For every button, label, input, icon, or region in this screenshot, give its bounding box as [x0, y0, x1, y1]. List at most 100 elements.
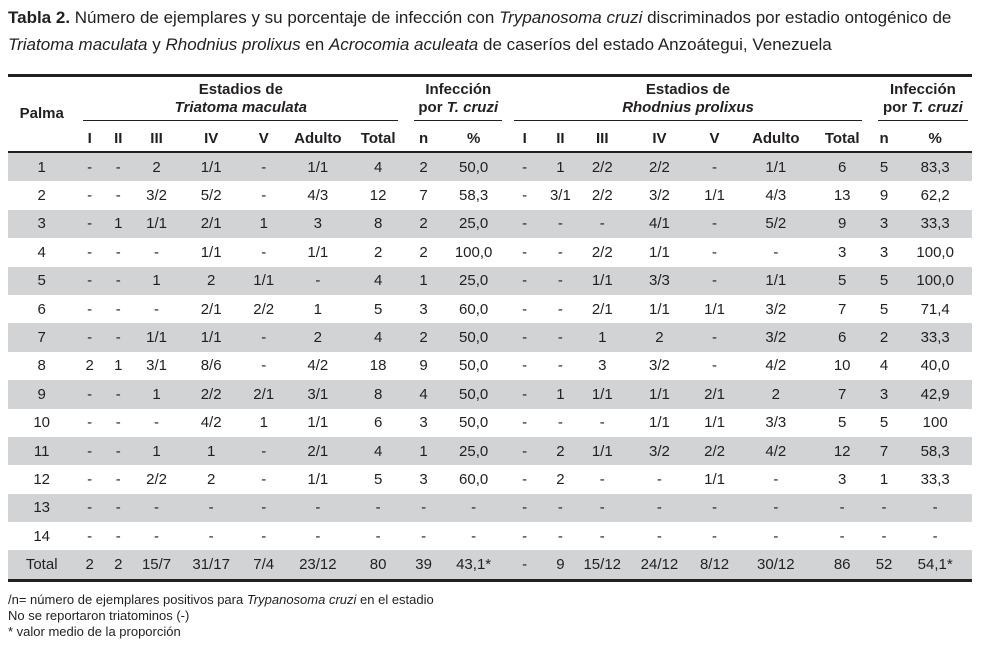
table-cell: 1/1 — [737, 266, 815, 295]
caption-text: de caseríos del estado Anzoátegui, Venez… — [478, 35, 832, 54]
table-cell: 5 — [838, 414, 847, 432]
table-cell: - — [543, 209, 578, 239]
table-cell: 50,0 — [459, 414, 489, 432]
table-row: 12 - - 2/2 2 - 1/1 5 3 60,0 - 2 - - 1/1 - 3 1 33,3 — [8, 465, 972, 493]
table-cell: 1/1 — [648, 300, 670, 318]
table-cell: - — [773, 243, 779, 261]
table-cell: 3 — [869, 380, 899, 409]
table-cell: - — [75, 493, 104, 523]
table-cell: 3 — [838, 243, 847, 261]
table-cell: 2 — [132, 152, 181, 182]
table-cell: - — [506, 152, 544, 182]
table-cell: 1 — [577, 323, 627, 352]
table-cell: - — [87, 414, 93, 432]
row-label: 8 — [37, 357, 46, 375]
caption-text: discriminados por estadio ontogénico de — [642, 8, 952, 27]
table-cell: 1 — [259, 414, 268, 432]
table-cell: 2/2 — [180, 380, 242, 409]
table-cell: - — [350, 493, 407, 523]
table-cell: - — [773, 527, 779, 545]
group-header-infection-1: Infección por T. cruzi — [406, 74, 507, 125]
table-cell: - — [103, 436, 133, 466]
table-cell: - — [522, 414, 528, 432]
table-cell: 8/6 — [200, 357, 222, 375]
table-cell: - — [737, 493, 815, 523]
table-row: 4 - - - 1/1 - 1/1 2 2 100,0 - - 2/2 1/1 - - 3 3 100,0 — [8, 238, 972, 266]
table-cell: 1/1 — [737, 152, 815, 182]
table-cell: 39 — [406, 550, 441, 582]
column-header: II — [543, 125, 578, 153]
table-cell: - — [132, 493, 181, 523]
group-header-line: Estadios de — [198, 81, 283, 98]
table-cell: - — [261, 187, 267, 205]
table-cell: - — [115, 470, 121, 488]
table-cell: 50,0 — [440, 323, 507, 352]
table-cell: 6 — [814, 152, 870, 182]
row-label: 1 — [8, 152, 76, 182]
footnote-text: /n= número de ejemplares positivos para — [8, 592, 247, 607]
table-cell: 8/12 — [692, 550, 738, 582]
table-cell: 2/2 — [146, 470, 167, 488]
table-cell: - — [87, 300, 93, 318]
table-cell: 5 — [879, 300, 889, 318]
table-cell: 4/3 — [307, 187, 329, 205]
table-cell: 4/3 — [765, 187, 787, 205]
caption-label: Tabla 2. — [8, 8, 71, 27]
table-cell: 50,0 — [440, 380, 507, 409]
footnote-text: en el estadio — [356, 592, 434, 607]
table-cell: 1/1 — [307, 470, 329, 488]
table-cell: 3 — [869, 209, 899, 239]
group-header-triatoma: Estadios de Triatoma maculata — [75, 74, 407, 125]
table-cell: - — [75, 323, 104, 352]
table-row: 5- -1 2 1/1-4 1 25,0- -1/1 3/3-1/1 5 5 100,0 — [8, 266, 972, 295]
row-label: 4 — [37, 243, 46, 261]
table-cell: 2 — [406, 323, 441, 352]
table-cell: - — [154, 527, 160, 545]
table-cell: - — [712, 527, 718, 545]
caption-species: Acrocomia aculeata — [328, 35, 479, 54]
table-cell: - — [839, 527, 845, 545]
table-cell: - — [506, 380, 544, 409]
table-cell: 7/4 — [241, 550, 286, 582]
table-cell: 25,0 — [440, 209, 507, 239]
table-cell: 33,3 — [898, 209, 972, 239]
table-cell: 1/1 — [200, 243, 222, 261]
table-cell: - — [522, 300, 528, 318]
table-row: 2 - - 3/2 5/2 - 4/3 12 7 58,3 - 3/1 2/2 3/2 1/1 4/3 13 9 6… — [8, 181, 972, 209]
table-cell: - — [261, 357, 267, 375]
table-cell: 2/1 — [200, 300, 222, 318]
table-cell: - — [75, 380, 104, 409]
table-cell: 54,1* — [898, 550, 972, 582]
column-header: V — [241, 125, 286, 153]
table-cell: - — [557, 243, 563, 261]
footnote: /n= número de ejemplares positivos para … — [8, 592, 434, 608]
table-cell: 4/1 — [626, 209, 693, 239]
table-cell: 3 — [419, 300, 428, 318]
table-cell: 40,0 — [920, 357, 950, 375]
table-cell: 4 — [879, 357, 889, 375]
caption-species: Triatoma maculata — [8, 35, 148, 54]
table-cell: 1 — [543, 380, 578, 409]
table-cell: 5/2 — [200, 187, 222, 205]
caption-text: en — [300, 35, 329, 54]
table-cell: 3/2 — [648, 187, 670, 205]
table-cell: - — [103, 266, 133, 295]
table-cell: - — [599, 470, 605, 488]
column-header: V — [692, 125, 738, 153]
table-cell: - — [599, 414, 605, 432]
table-cell: 2 — [406, 152, 441, 182]
caption-text: Número de ejemplares y su porcentaje de … — [70, 8, 500, 27]
table-cell: 2/2 — [591, 187, 613, 205]
group-header-species: Rhodnius prolixus — [622, 99, 754, 116]
table-cell: - — [315, 527, 321, 545]
table-cell: 80 — [350, 550, 407, 582]
table-cell: - — [557, 300, 563, 318]
table-row: 7- -1/1 1/1-2 4 2 50,0- -1 2-3/2 6 2 33,3 — [8, 323, 972, 352]
table-cell: 2/1 — [285, 436, 351, 466]
row-label: 5 — [8, 266, 76, 295]
table-cell: 6 — [814, 323, 870, 352]
table-cell: 1/1 — [180, 152, 242, 182]
table-cell: 3 — [419, 414, 428, 432]
table-cell: - — [241, 323, 286, 352]
table-cell: 33,3 — [898, 323, 972, 352]
